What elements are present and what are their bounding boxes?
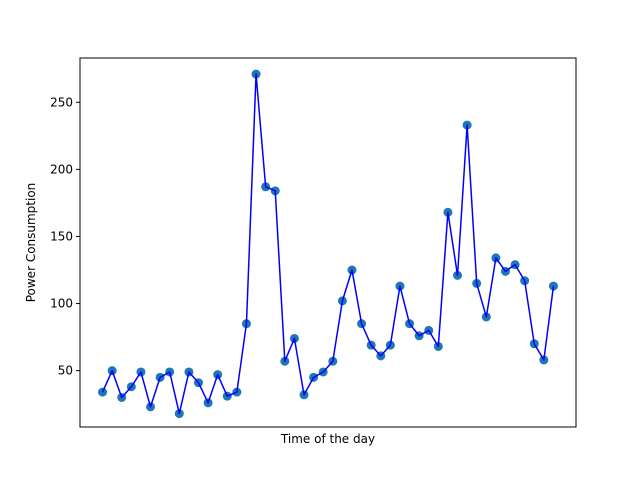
y-tick-label: 100	[50, 297, 73, 311]
plot-area	[80, 58, 576, 427]
y-tick-label: 150	[50, 229, 73, 243]
y-tick-label: 250	[50, 95, 73, 109]
y-axis-ticks: 50 100 150 200 250	[50, 95, 80, 378]
series-line	[101, 73, 555, 415]
y-axis-label: Power Consumption	[24, 183, 38, 303]
plot-frame	[79, 57, 577, 428]
series-layer	[98, 69, 558, 419]
y-tick-label: 200	[50, 162, 73, 176]
x-axis-label: Time of the day	[280, 432, 375, 446]
y-tick-label: 50	[58, 364, 73, 378]
